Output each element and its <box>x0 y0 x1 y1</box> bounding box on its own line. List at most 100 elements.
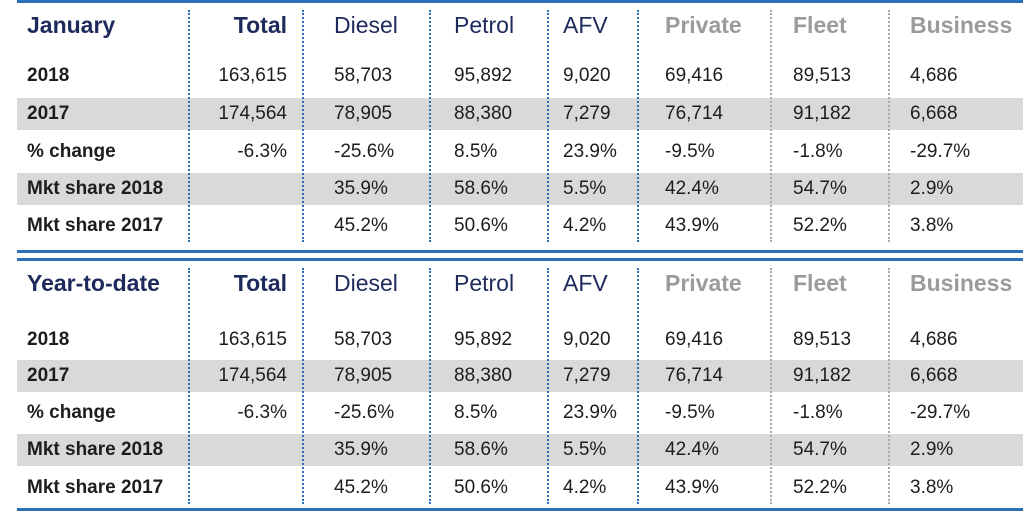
column-header-petrol: Petrol <box>454 270 515 296</box>
column-header-private: Private <box>665 12 742 38</box>
cell-private: 42.4% <box>665 439 719 460</box>
cell-petrol: 8.5% <box>454 141 498 162</box>
cell-afv: 4.2% <box>563 477 607 498</box>
cell-diesel: 35.9% <box>334 178 388 199</box>
cell-private: -9.5% <box>665 402 715 423</box>
row-label: Mkt share 2018 <box>27 178 164 199</box>
cell-petrol: 50.6% <box>454 477 508 498</box>
table-row: Mkt share 2018 35.9% 58.6% 5.5% 42.4% 54… <box>17 434 1023 466</box>
table-row: Mkt share 2017 45.2% 50.6% 4.2% 43.9% 52… <box>17 210 1023 242</box>
column-header-afv: AFV <box>563 270 608 296</box>
cell-petrol: 88,380 <box>454 365 513 386</box>
cell-afv: 5.5% <box>563 439 607 460</box>
column-divider <box>188 268 190 504</box>
cell-total <box>185 210 287 242</box>
table-row: % change -6.3% -25.6% 8.5% 23.9% -9.5% -… <box>17 136 1023 168</box>
cell-business: 4,686 <box>910 65 958 86</box>
cell-business: 2.9% <box>910 178 954 199</box>
row-label: Mkt share 2018 <box>27 439 164 460</box>
row-label: Mkt share 2017 <box>27 477 164 498</box>
cell-total: 163,615 <box>218 329 287 350</box>
cell-business: 3.8% <box>910 477 954 498</box>
table-row: 2018 163,615 58,703 95,892 9,020 69,416 … <box>17 324 1023 356</box>
january-table: January Total Diesel Petrol AFV Private … <box>17 0 1023 253</box>
row-label: % change <box>27 141 116 162</box>
table-row: Mkt share 2017 45.2% 50.6% 4.2% 43.9% 52… <box>17 472 1023 504</box>
cell-private: 43.9% <box>665 477 719 498</box>
column-divider <box>429 268 431 504</box>
cell-fleet: 91,182 <box>793 103 852 124</box>
cell-fleet: 89,513 <box>793 65 852 86</box>
column-divider <box>888 268 890 504</box>
table-row: 2018 163,615 58,703 95,892 9,020 69,416 … <box>17 60 1023 92</box>
cell-diesel: 58,703 <box>334 329 393 350</box>
cell-private: 69,416 <box>665 65 724 86</box>
cell-diesel: 45.2% <box>334 477 388 498</box>
column-header-fleet: Fleet <box>793 12 847 38</box>
cell-total: 163,615 <box>218 65 287 86</box>
cell-afv: 4.2% <box>563 215 607 236</box>
cell-petrol: 95,892 <box>454 329 513 350</box>
cell-afv: 9,020 <box>563 329 611 350</box>
cell-private: -9.5% <box>665 141 715 162</box>
cell-petrol: 88,380 <box>454 103 513 124</box>
column-header-afv: AFV <box>563 12 608 38</box>
column-header-business: Business <box>910 12 1013 38</box>
table-row: Mkt share 2018 35.9% 58.6% 5.5% 42.4% 54… <box>17 173 1023 205</box>
cell-fleet: 91,182 <box>793 365 852 386</box>
cell-afv: 23.9% <box>563 402 617 423</box>
cell-diesel: 35.9% <box>334 439 388 460</box>
column-divider <box>547 10 549 242</box>
column-header-total: Total <box>233 270 287 296</box>
row-label: 2018 <box>27 329 70 350</box>
column-divider <box>188 10 190 242</box>
column-header-fleet: Fleet <box>793 270 847 296</box>
row-label: % change <box>27 402 116 423</box>
cell-afv: 5.5% <box>563 178 607 199</box>
cell-afv: 23.9% <box>563 141 617 162</box>
cell-diesel: -25.6% <box>334 402 395 423</box>
cell-fleet: 54.7% <box>793 439 847 460</box>
cell-total: -6.3% <box>237 141 287 162</box>
cell-petrol: 8.5% <box>454 402 498 423</box>
table-row: 2017 174,564 78,905 88,380 7,279 76,714 … <box>17 98 1023 130</box>
cell-fleet: -1.8% <box>793 402 843 423</box>
cell-fleet: 52.2% <box>793 477 847 498</box>
cell-private: 76,714 <box>665 103 724 124</box>
column-divider <box>302 268 304 504</box>
cell-afv: 9,020 <box>563 65 611 86</box>
cell-total: 174,564 <box>218 365 287 386</box>
column-header-diesel: Diesel <box>334 12 398 38</box>
table-row: 2017 174,564 78,905 88,380 7,279 76,714 … <box>17 360 1023 392</box>
cell-petrol: 95,892 <box>454 65 513 86</box>
cell-business: 3.8% <box>910 215 954 236</box>
column-divider <box>770 268 772 504</box>
cell-business: -29.7% <box>910 141 971 162</box>
table-bottom-rule <box>17 508 1023 511</box>
column-divider <box>429 10 431 242</box>
cell-private: 43.9% <box>665 215 719 236</box>
table-title: January <box>27 12 116 38</box>
cell-total: 174,564 <box>218 103 287 124</box>
column-header-total: Total <box>233 12 287 38</box>
column-header-business: Business <box>910 270 1013 296</box>
column-header-diesel: Diesel <box>334 270 398 296</box>
cell-diesel: -25.6% <box>334 141 395 162</box>
cell-total <box>185 434 287 466</box>
year-to-date-table: Year-to-date Total Diesel Petrol AFV Pri… <box>17 258 1023 511</box>
cell-fleet: 52.2% <box>793 215 847 236</box>
cell-private: 76,714 <box>665 365 724 386</box>
cell-fleet: -1.8% <box>793 141 843 162</box>
row-label: 2017 <box>27 103 70 124</box>
cell-diesel: 78,905 <box>334 103 393 124</box>
cell-business: 2.9% <box>910 439 954 460</box>
row-label: Mkt share 2017 <box>27 215 164 236</box>
row-label: 2018 <box>27 65 70 86</box>
column-divider <box>888 10 890 242</box>
cell-fleet: 54.7% <box>793 178 847 199</box>
table-top-rule <box>17 0 1023 3</box>
cell-afv: 7,279 <box>563 365 611 386</box>
cell-private: 42.4% <box>665 178 719 199</box>
table-title: Year-to-date <box>27 270 160 296</box>
column-divider <box>547 268 549 504</box>
